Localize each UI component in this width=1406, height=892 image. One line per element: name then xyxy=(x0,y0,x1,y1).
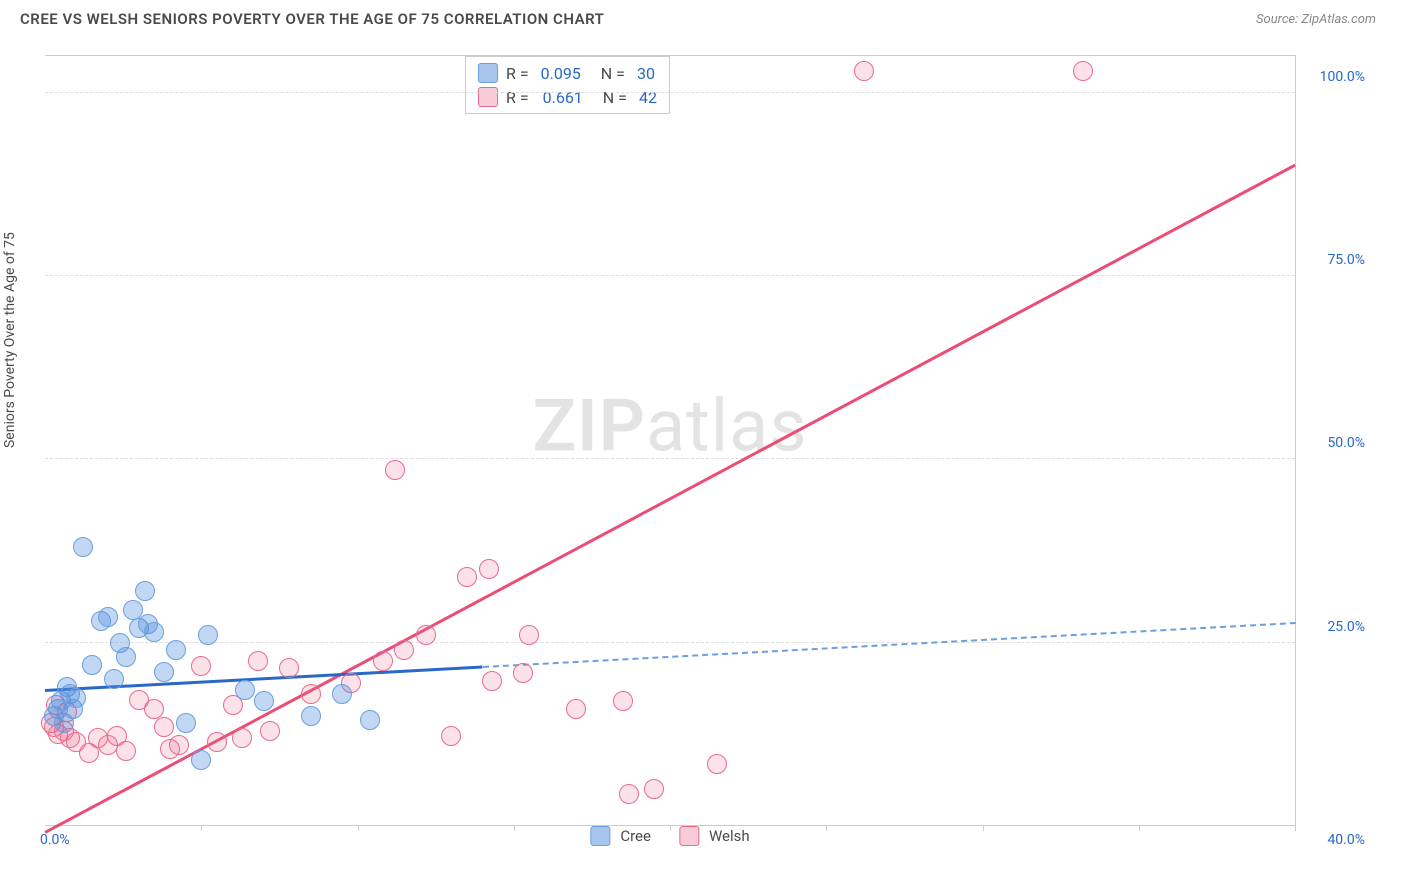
scatter-point-blue xyxy=(123,600,143,620)
scatter-point-blue xyxy=(235,680,255,700)
x-tick xyxy=(983,826,984,831)
legend-swatch-pink xyxy=(478,87,498,107)
watermark-text: ZIPatlas xyxy=(532,383,807,468)
scatter-point-pink xyxy=(519,625,539,645)
scatter-point-blue xyxy=(116,647,136,667)
scatter-point-pink xyxy=(232,728,252,748)
source-attribution: Source: ZipAtlas.com xyxy=(1256,12,1376,27)
legend-swatch-blue xyxy=(590,826,610,846)
scatter-point-pink xyxy=(191,656,211,676)
x-tick xyxy=(826,826,827,831)
x-tick xyxy=(670,826,671,831)
y-axis-label: Seniors Poverty Over the Age of 75 xyxy=(2,232,18,448)
scatter-point-blue xyxy=(104,669,124,689)
correlation-legend: R = 0.095 N = 30 R = 0.661 N = 42 xyxy=(465,56,670,114)
scatter-point-pink xyxy=(207,732,227,752)
legend-n-value: 30 xyxy=(637,64,655,83)
scatter-point-blue xyxy=(73,537,93,557)
scatter-point-pink xyxy=(144,699,164,719)
scatter-point-blue xyxy=(82,655,102,675)
x-tick xyxy=(514,826,515,831)
x-origin-label: 0.0% xyxy=(40,832,70,848)
legend-row-cree: R = 0.095 N = 30 xyxy=(478,61,657,85)
legend-item-cree: Cree xyxy=(590,826,651,846)
scatter-point-blue xyxy=(360,710,380,730)
scatter-point-pink xyxy=(613,691,633,711)
scatter-point-pink xyxy=(416,625,436,645)
legend-n-value: 42 xyxy=(639,88,657,107)
scatter-point-blue xyxy=(135,581,155,601)
legend-label: Cree xyxy=(620,827,651,845)
legend-label: Welsh xyxy=(709,827,750,845)
legend-r-value: 0.661 xyxy=(543,88,583,107)
legend-r-label: R = xyxy=(506,64,529,83)
scatter-point-blue xyxy=(144,622,164,642)
chart-plot-area: ZIPatlas R = 0.095 N = 30 R = 0.661 N = … xyxy=(45,55,1296,826)
scatter-point-pink xyxy=(1073,61,1093,81)
scatter-point-blue xyxy=(198,625,218,645)
scatter-point-blue xyxy=(166,640,186,660)
legend-row-welsh: R = 0.661 N = 42 xyxy=(478,85,657,109)
scatter-point-pink xyxy=(482,671,502,691)
gridline-horizontal xyxy=(45,458,1295,459)
scatter-point-blue xyxy=(332,684,352,704)
gridline-horizontal xyxy=(45,92,1295,93)
scatter-point-blue xyxy=(301,706,321,726)
gridline-horizontal xyxy=(45,642,1295,643)
scatter-point-pink xyxy=(566,699,586,719)
trend-line-extrapolated xyxy=(482,622,1295,668)
scatter-point-pink xyxy=(301,684,321,704)
scatter-point-blue xyxy=(176,713,196,733)
x-tick xyxy=(1295,826,1296,831)
scatter-point-pink xyxy=(479,559,499,579)
y-tick-label: 50.0% xyxy=(1327,435,1365,451)
scatter-point-blue xyxy=(191,750,211,770)
legend-n-label: N = xyxy=(603,88,627,107)
scatter-point-pink xyxy=(441,726,461,746)
gridline-horizontal xyxy=(45,275,1295,276)
scatter-point-pink xyxy=(385,460,405,480)
chart-title: CREE VS WELSH SENIORS POVERTY OVER THE A… xyxy=(20,10,604,28)
scatter-point-blue xyxy=(98,607,118,627)
scatter-point-pink xyxy=(513,663,533,683)
scatter-point-pink xyxy=(394,640,414,660)
x-tick xyxy=(358,826,359,831)
legend-item-welsh: Welsh xyxy=(679,826,750,846)
scatter-point-pink xyxy=(373,651,393,671)
y-tick-label: 25.0% xyxy=(1327,619,1365,635)
legend-swatch-blue xyxy=(478,63,498,83)
x-max-label: 40.0% xyxy=(1327,832,1365,848)
scatter-point-blue xyxy=(254,691,274,711)
scatter-point-pink xyxy=(854,61,874,81)
x-tick xyxy=(201,826,202,831)
scatter-point-blue xyxy=(154,662,174,682)
scatter-point-pink xyxy=(169,735,189,755)
scatter-point-pink xyxy=(457,567,477,587)
scatter-point-pink xyxy=(619,784,639,804)
legend-swatch-pink xyxy=(679,826,699,846)
scatter-point-pink xyxy=(707,754,727,774)
scatter-point-pink xyxy=(260,721,280,741)
scatter-point-pink xyxy=(116,741,136,761)
y-tick-label: 100.0% xyxy=(1320,69,1365,85)
legend-r-label: R = xyxy=(506,88,529,107)
scatter-point-blue xyxy=(66,688,86,708)
x-tick xyxy=(1139,826,1140,831)
scatter-point-pink xyxy=(279,658,299,678)
scatter-point-pink xyxy=(154,717,174,737)
legend-n-label: N = xyxy=(601,64,625,83)
scatter-point-pink xyxy=(248,651,268,671)
legend-r-value: 0.095 xyxy=(541,64,581,83)
y-tick-label: 75.0% xyxy=(1327,252,1365,268)
scatter-point-pink xyxy=(644,779,664,799)
